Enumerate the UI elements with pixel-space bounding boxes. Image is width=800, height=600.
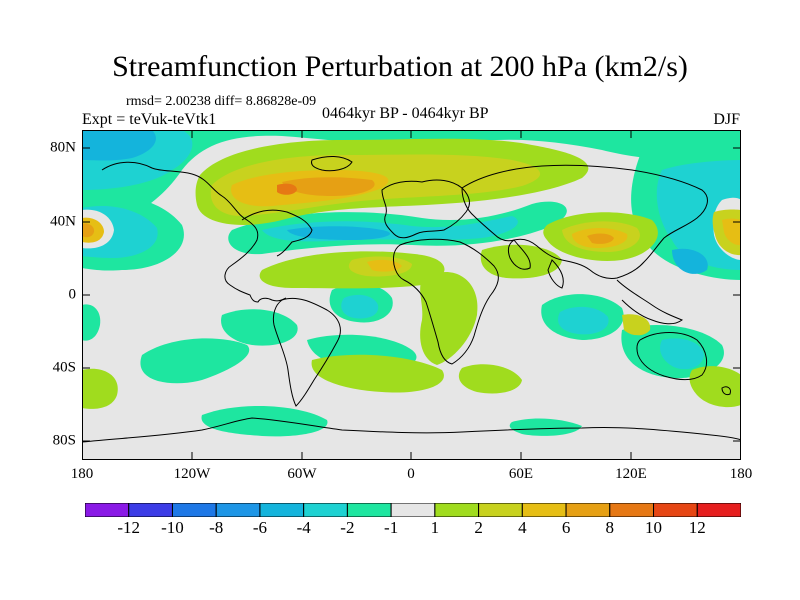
colorbar-box — [215, 503, 261, 517]
coastline-arabia — [507, 239, 531, 270]
coastline-asia — [461, 164, 708, 279]
y-tick-label: 40N — [50, 213, 76, 230]
stats-label: rmsd= 2.00238 diff= 8.86828e-09 — [126, 94, 317, 109]
contour-fields — [82, 130, 741, 437]
season-label: DJF — [713, 111, 740, 128]
colorbar-box — [346, 503, 392, 517]
x-tick-label: 180 — [70, 466, 94, 482]
colorbar-box — [303, 503, 348, 517]
colorbar-box — [609, 503, 655, 517]
colorbar-box — [696, 503, 741, 517]
coastline-australia — [636, 332, 708, 381]
map-plot — [82, 130, 741, 460]
y-tick-label: 0 — [68, 286, 77, 303]
coastline-antarctica — [82, 417, 741, 443]
colorbar-label: 12 — [688, 518, 706, 537]
colorbar-box — [128, 503, 173, 517]
coastline-greenland — [311, 156, 353, 172]
colorbar — [85, 503, 741, 517]
colorbar-box — [390, 503, 436, 517]
x-tick-label: 180 — [729, 466, 753, 482]
coastline-india — [547, 259, 564, 289]
coastline-eastern-canada — [241, 209, 313, 257]
colorbar-label: -12 — [117, 518, 141, 537]
colorbar-label: 10 — [645, 518, 663, 537]
colorbar-label: -2 — [340, 518, 355, 537]
y-tick-label: 80S — [52, 432, 76, 449]
coastline-north-america — [101, 161, 287, 303]
colorbar-label: 1 — [430, 518, 440, 537]
colorbar-box — [171, 503, 217, 517]
colorbar-box — [565, 503, 611, 517]
colorbar-label: -6 — [252, 518, 268, 537]
colorbar-box — [85, 503, 130, 517]
y-tick-label: 80N — [50, 139, 76, 156]
colorbar-box — [521, 503, 567, 517]
colorbar-label: 8 — [605, 518, 615, 537]
colorbar-box — [434, 503, 480, 517]
colorbar-label: 4 — [518, 518, 527, 537]
coastline-africa — [393, 238, 499, 365]
colorbar-label: -1 — [384, 518, 399, 537]
colorbar-label: -4 — [296, 518, 311, 537]
positive-anomalies — [82, 138, 741, 409]
x-tick-label: 120W — [173, 466, 211, 482]
colorbar-label: -10 — [161, 518, 184, 537]
colorbar-box — [478, 503, 523, 517]
x-tick-label: 0 — [407, 466, 415, 482]
x-tick-label: 60E — [508, 466, 534, 482]
x-tick-label: 120E — [615, 466, 647, 482]
coastline-maritime — [616, 279, 684, 325]
plot-title: Streamfunction Perturbation at 200 hPa (… — [112, 50, 688, 83]
colorbar-box — [653, 503, 698, 517]
colorbar-box — [259, 503, 305, 517]
coastline-europe — [381, 179, 470, 239]
colorbar-label: 2 — [474, 518, 483, 537]
x-tick-label: 60W — [287, 466, 317, 482]
experiment-label: Expt = teVuk-teVtk1 — [82, 111, 217, 128]
coastlines — [82, 156, 741, 443]
period-label: 0464kyr BP - 0464kyr BP — [322, 105, 489, 122]
y-tick-label: 40S — [52, 359, 76, 376]
colorbar-label: -8 — [209, 518, 224, 537]
colorbar-label: 6 — [561, 518, 571, 537]
coastline-south-america — [272, 297, 341, 407]
tick-marks — [82, 130, 741, 460]
coastline-new-zealand — [721, 386, 731, 396]
